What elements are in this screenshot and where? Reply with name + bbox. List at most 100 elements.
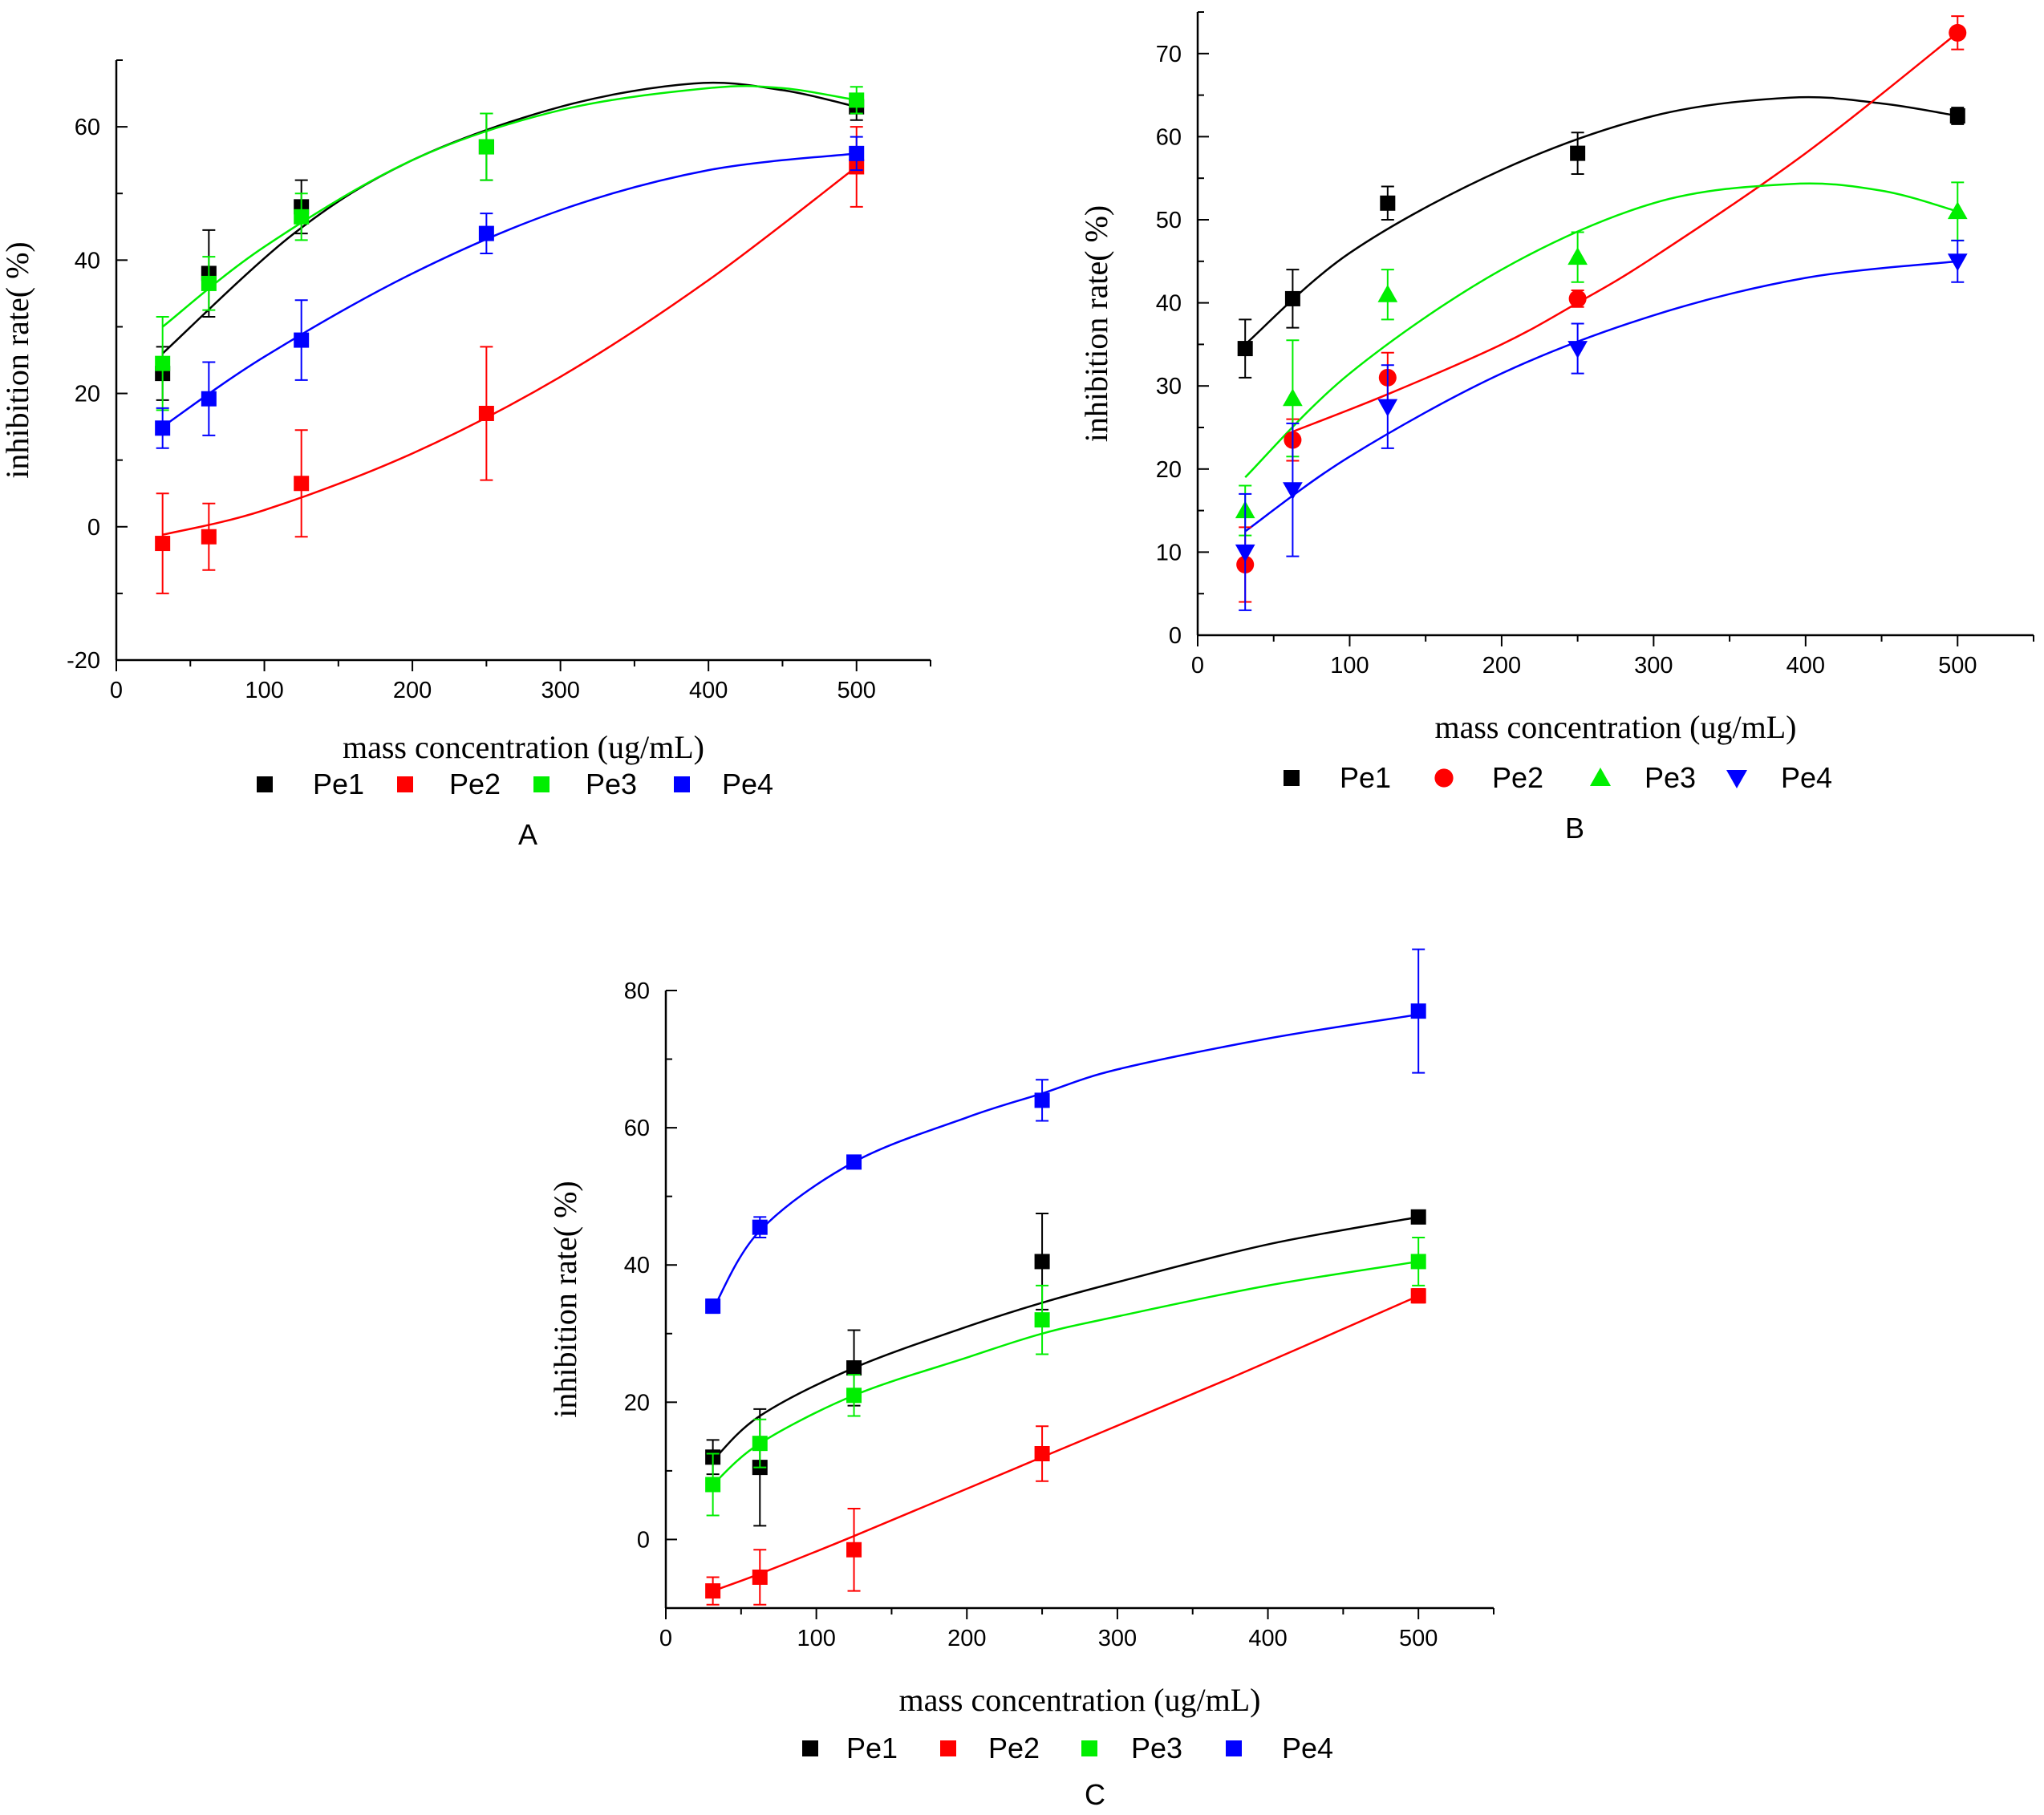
data-point-pe3 <box>849 92 865 108</box>
legend-marker-pe1 <box>802 1740 818 1756</box>
y-tick-label: 40 <box>624 1253 650 1278</box>
data-point-pe3 <box>705 1477 721 1493</box>
x-tick-label: 300 <box>541 678 579 703</box>
x-tick-label: 0 <box>659 1626 672 1651</box>
legend-label-pe4: Pe4 <box>722 768 773 800</box>
data-point-pe3 <box>155 355 171 371</box>
data-point-pe2 <box>1410 1288 1426 1304</box>
data-point-pe1 <box>846 1360 862 1376</box>
data-point-pe2 <box>155 536 171 552</box>
data-point-pe1 <box>1034 1254 1050 1270</box>
data-point-pe3 <box>846 1388 862 1404</box>
data-point-pe3 <box>1410 1254 1426 1270</box>
x-tick-label: 200 <box>1482 653 1521 679</box>
legend-marker-pe4 <box>1726 770 1747 788</box>
data-point-pe1 <box>1410 1209 1426 1225</box>
data-point-pe2 <box>1949 23 1967 42</box>
x-tick-label: 100 <box>797 1626 835 1651</box>
panel-caption: A <box>518 818 537 851</box>
legend-marker-pe3 <box>1081 1740 1097 1756</box>
fit-line-pe4 <box>712 1013 1419 1311</box>
data-point-pe4 <box>201 391 217 407</box>
x-tick-label: 200 <box>947 1626 986 1651</box>
data-point-pe1 <box>1284 290 1300 306</box>
legend-label-pe4: Pe4 <box>1781 761 1832 794</box>
y-tick-label: 20 <box>624 1390 650 1416</box>
x-tick-label: 500 <box>837 678 876 703</box>
y-tick-label: 80 <box>624 978 650 1004</box>
data-point-pe2 <box>846 1542 862 1558</box>
fit-line-pe2 <box>1292 31 1959 433</box>
x-tick-label: 0 <box>1191 653 1204 679</box>
legend-label-pe3: Pe3 <box>1131 1732 1182 1764</box>
y-tick-label: 60 <box>624 1116 650 1141</box>
x-axis-title: mass concentration (ug/mL) <box>343 729 704 765</box>
data-point-pe4 <box>1947 253 1968 272</box>
data-point-pe3 <box>1034 1312 1050 1328</box>
x-axis-title: mass concentration (ug/mL) <box>1435 709 1797 745</box>
y-tick-label: 10 <box>1156 540 1182 565</box>
fit-line-pe4 <box>161 152 857 428</box>
data-point-pe2 <box>294 476 310 492</box>
y-axis-title: inhibition rate( %) <box>0 241 35 478</box>
x-tick-label: 100 <box>1330 653 1369 679</box>
y-axis-title: inhibition rate( %) <box>547 1181 583 1417</box>
data-point-pe3 <box>294 209 310 225</box>
data-point-pe2 <box>1034 1446 1050 1461</box>
y-tick-label: 70 <box>1156 42 1182 67</box>
legend-label-pe1: Pe1 <box>313 768 364 800</box>
data-point-pe1 <box>1949 108 1965 124</box>
chart-panel-b: 0 100 200 300 400 500 0 10 20 30 40 50 60 70 mass conc… <box>1078 11 2034 845</box>
y-tick-label: 0 <box>87 515 100 541</box>
data-point-pe3 <box>1283 388 1303 407</box>
data-point-pe4 <box>478 225 494 241</box>
legend-marker-pe4 <box>1226 1740 1242 1756</box>
legend-marker-pe4 <box>674 776 690 792</box>
y-axis-title: inhibition rate( %) <box>1078 205 1114 442</box>
x-tick-label: 300 <box>1634 653 1673 679</box>
y-tick-label: 60 <box>1156 124 1182 150</box>
y-tick-label: 0 <box>1169 623 1182 649</box>
legend-label-pe4: Pe4 <box>1282 1732 1333 1764</box>
legend-label-pe2: Pe2 <box>1492 761 1543 794</box>
data-point-pe4 <box>1377 399 1398 417</box>
panel-caption: B <box>1565 812 1584 845</box>
data-point-pe3 <box>1567 247 1588 265</box>
y-tick-label: 60 <box>75 115 100 140</box>
data-point-pe3 <box>1947 201 1968 220</box>
x-tick-label: 500 <box>1399 1626 1438 1651</box>
fit-line-pe3 <box>161 84 857 328</box>
x-tick-label: 100 <box>245 678 283 703</box>
fit-line-pe1 <box>712 1216 1419 1461</box>
data-point-pe1 <box>1237 341 1253 357</box>
data-point-pe4 <box>1283 482 1303 500</box>
x-tick-label: 500 <box>1938 653 1977 679</box>
data-point-pe4 <box>1410 1003 1426 1019</box>
data-point-pe4 <box>294 332 310 348</box>
legend-marker-pe2 <box>1434 768 1454 788</box>
x-tick-label: 400 <box>689 678 728 703</box>
data-point-pe4 <box>705 1298 721 1315</box>
y-tick-label: 50 <box>1156 208 1182 233</box>
chart-panel-a: 0 100 200 300 400 500 -20 0 20 40 60 mass concentra… <box>0 59 931 851</box>
data-point-pe4 <box>1034 1092 1050 1108</box>
x-tick-label: 300 <box>1098 1626 1137 1651</box>
data-point-pe2 <box>478 405 494 421</box>
data-point-pe1 <box>1570 145 1586 161</box>
data-point-pe1 <box>1380 195 1396 211</box>
data-point-pe4 <box>1235 544 1255 562</box>
legend-label-pe2: Pe2 <box>988 1732 1040 1764</box>
legend-label-pe2: Pe2 <box>449 768 501 800</box>
fit-line-pe3 <box>712 1260 1419 1485</box>
y-tick-label: -20 <box>67 648 100 674</box>
x-axis-title: mass concentration (ug/mL) <box>899 1682 1261 1718</box>
x-tick-label: 200 <box>393 678 432 703</box>
legend-label-pe1: Pe1 <box>1340 761 1391 794</box>
data-point-pe3 <box>478 139 494 155</box>
y-tick-label: 0 <box>637 1527 650 1553</box>
legend-marker-pe3 <box>1590 768 1611 786</box>
data-point-pe4 <box>155 420 171 436</box>
fit-line-pe2 <box>712 1294 1419 1592</box>
data-point-pe2 <box>201 529 217 545</box>
